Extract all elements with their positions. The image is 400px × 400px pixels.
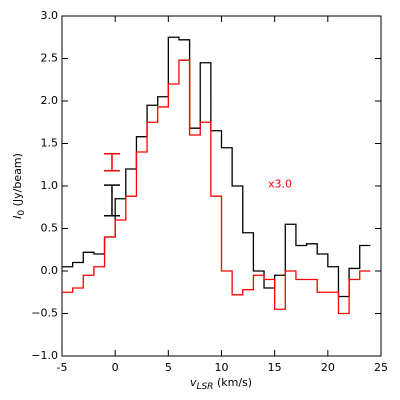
y-axis-label: I0 (Jy/beam): [11, 153, 27, 219]
step-line: [62, 36, 371, 298]
x-tick-label: 10: [215, 361, 229, 374]
error-bar: [103, 184, 120, 217]
y-tick-label: −1.0: [31, 349, 58, 362]
plot-frame: [61, 15, 382, 357]
y-tick-label: 2.0: [41, 94, 59, 107]
x-tick-label: 20: [321, 361, 335, 374]
y-tick-label: 0.5: [41, 222, 59, 235]
y-tick-label: −0.5: [31, 307, 58, 320]
error-bar: [103, 152, 120, 172]
x-tick-label: -5: [57, 361, 68, 374]
y-tick-label: 1.5: [41, 137, 59, 150]
y-tick-label: 2.5: [41, 52, 59, 65]
annotation: x3.0: [268, 177, 292, 190]
y-tick-label: 3.0: [41, 9, 59, 22]
x-tick-label: 0: [112, 361, 119, 374]
y-tick-label: 0.0: [41, 264, 59, 277]
y-tick-label: 1.0: [41, 179, 59, 192]
step-line: [62, 59, 371, 315]
x-tick-label: 5: [165, 361, 172, 374]
x-axis-label: vLSR (km/s): [190, 376, 252, 392]
x-tick-label: 15: [268, 361, 282, 374]
x-tick-label: 25: [374, 361, 388, 374]
